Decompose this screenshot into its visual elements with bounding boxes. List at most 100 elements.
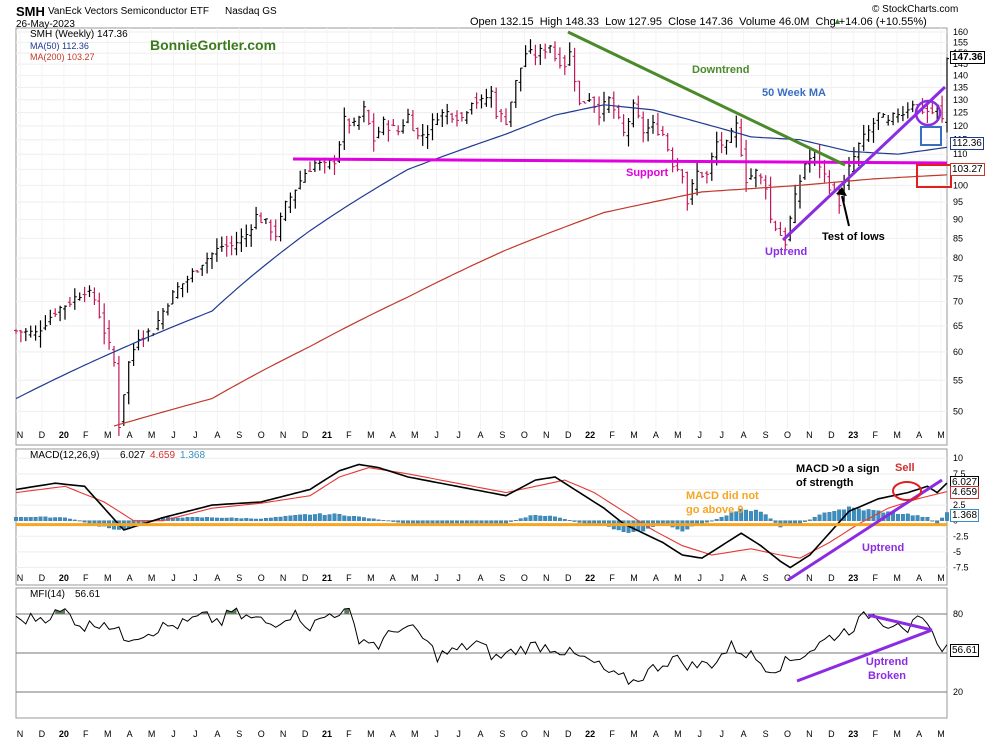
macd-hist-bar	[67, 518, 72, 521]
macd-hist-bar	[210, 517, 214, 521]
x-tick-label: A	[741, 729, 747, 739]
macd-legend-macd: 6.027	[120, 450, 146, 461]
macd-hist-bar	[758, 511, 763, 521]
watermark: BonnieGortler.com	[150, 37, 277, 53]
x-tick-label: A	[653, 430, 659, 440]
x-tick-label: F	[872, 573, 878, 583]
macd-hist-bar	[366, 518, 371, 521]
chart-date: 26-May-2023	[16, 19, 75, 30]
copyright: © StockCharts.com	[872, 4, 959, 15]
macd-tag-hist: 1.368	[950, 509, 980, 522]
x-tick-label: 23	[848, 729, 858, 739]
legend-ma200: MA(200) 103.27	[30, 52, 95, 62]
x-tick-label: J	[698, 430, 703, 440]
x-tick-label: A	[390, 430, 396, 440]
macd-hist-bar	[920, 516, 925, 521]
x-tick-label: M	[148, 573, 156, 583]
x-tick-label: O	[521, 430, 528, 440]
x-tick-label: M	[674, 729, 682, 739]
x-tick-label: M	[630, 430, 638, 440]
price-tick-label: 65	[953, 321, 963, 331]
annotation-sell: Sell	[895, 462, 915, 474]
x-tick-label: O	[258, 573, 265, 583]
uptrend-line	[781, 85, 947, 242]
x-tick-label: 21	[322, 430, 332, 440]
x-tick-label: A	[390, 729, 396, 739]
x-tick-label: O	[521, 729, 528, 739]
macd-hist-bar	[812, 517, 817, 521]
price-tick-label: 160	[953, 27, 968, 37]
macd-hist-bar	[327, 514, 332, 521]
price-tick-label: 85	[953, 233, 963, 243]
x-tick-label: A	[214, 430, 220, 440]
macd-hist-bar	[807, 519, 812, 521]
x-tick-label: O	[784, 430, 791, 440]
macd-hist-bar	[553, 516, 557, 521]
macd-hist-bar	[352, 516, 357, 521]
macd-hist-bar	[504, 520, 508, 524]
macd-hist-bar	[180, 517, 185, 521]
x-tick-label: M	[367, 430, 375, 440]
ma200-box	[916, 164, 952, 188]
macd-hist-bar	[303, 514, 308, 521]
macd-hist-bar	[479, 520, 484, 524]
x-tick-label: D	[302, 430, 309, 440]
macd-hist-bar	[283, 515, 288, 521]
macd-sell-circle	[892, 481, 922, 501]
x-tick-label: F	[83, 430, 89, 440]
x-tick-label: J	[171, 573, 176, 583]
mfi-tag-value: 56.61	[950, 644, 980, 657]
macd-hist-bar	[832, 511, 837, 521]
x-tick-label: N	[543, 430, 550, 440]
x-tick-label: N	[806, 573, 813, 583]
macd-hist-bar	[773, 520, 778, 523]
mfi-tick-label: 80	[953, 609, 963, 619]
macd-hist-bar	[724, 515, 729, 521]
x-tick-label: S	[236, 573, 242, 583]
macd-tick-label: -7.5	[953, 563, 969, 573]
x-tick-label: 22	[585, 573, 595, 583]
macd-hist-bar	[602, 520, 606, 524]
chart-symbol-name: VanEck Vectors Semiconductor ETF	[48, 6, 209, 17]
x-tick-label: D	[565, 729, 572, 739]
macd-hist-bar	[827, 512, 832, 521]
macd-hist-bar	[910, 515, 915, 521]
x-tick-label: M	[104, 573, 112, 583]
macd-hist-bar	[739, 508, 744, 521]
macd-hist-bar	[945, 512, 949, 521]
macd-hist-bar	[734, 511, 739, 521]
x-tick-label: S	[763, 573, 769, 583]
mfi-overbought-fill	[226, 608, 237, 614]
price-tick-label: 55	[953, 375, 963, 385]
x-tick-label: M	[104, 729, 112, 739]
macd-hist-bar	[288, 515, 293, 521]
x-tick-label: N	[543, 729, 550, 739]
x-tick-label: S	[499, 430, 505, 440]
macd-legend-label: MACD(12,26,9)	[30, 450, 100, 461]
macd-tick-label: -5	[953, 547, 961, 557]
legend-ma50: MA(50) 112.36	[30, 41, 89, 51]
macd-tick-label: 7.5	[953, 469, 966, 479]
macd-hist-bar	[376, 519, 381, 521]
price-tick-label: 80	[953, 253, 963, 263]
macd-hist-bar	[28, 517, 33, 521]
x-tick-label: M	[937, 573, 945, 583]
price-tick-label: 140	[953, 71, 968, 81]
x-tick-label: N	[17, 573, 24, 583]
annotation-support: Support	[626, 167, 669, 179]
price-tick-label: 90	[953, 215, 963, 225]
macd-hist-bar	[729, 511, 734, 521]
x-tick-label: O	[258, 729, 265, 739]
macd-hist-bar	[557, 517, 562, 521]
x-tick-label: J	[719, 573, 724, 583]
annotation-uptrend: Uptrend	[765, 246, 808, 258]
x-tick-label: J	[698, 729, 703, 739]
macd-hist-bar	[861, 510, 866, 521]
x-tick-label: A	[127, 729, 133, 739]
macd-hist-bar	[332, 513, 337, 521]
x-tick-label: J	[698, 573, 703, 583]
x-tick-label: M	[411, 573, 419, 583]
x-tick-label: S	[763, 729, 769, 739]
price-tag-ma200: 103.27	[950, 163, 985, 176]
macd-tag-signal: 4.659	[950, 486, 980, 499]
